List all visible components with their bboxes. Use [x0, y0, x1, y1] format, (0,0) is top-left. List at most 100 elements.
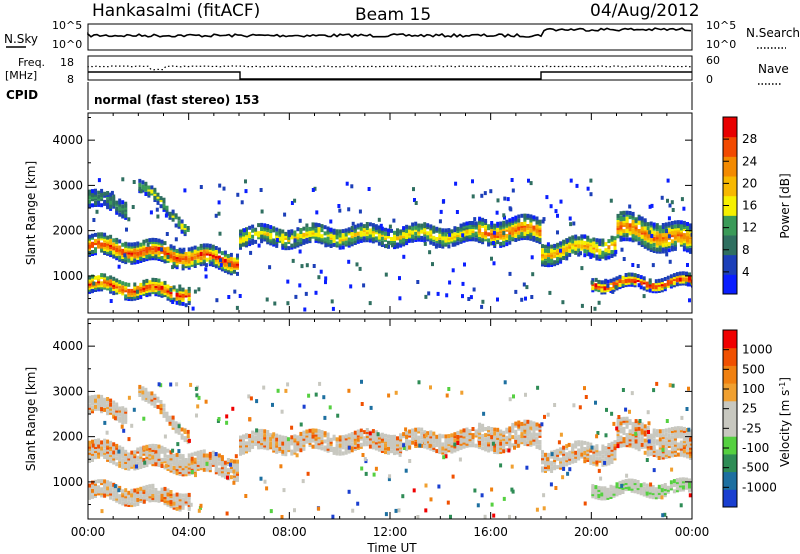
- velocity-cell: [586, 445, 590, 450]
- velocity-cell: [606, 487, 610, 492]
- power-cell: [606, 283, 610, 288]
- power-cell: [323, 231, 327, 236]
- velocity-cell: [549, 482, 553, 487]
- velocity-cell: [178, 501, 182, 506]
- velocity-cell: [272, 440, 276, 445]
- power-cell: [625, 220, 629, 225]
- power-cell: [462, 230, 466, 235]
- velocity-cell: [667, 437, 671, 442]
- velocity-cell: [444, 434, 448, 439]
- power-cell: [481, 299, 485, 304]
- power-cell: [236, 259, 239, 264]
- power-cell: [462, 236, 466, 241]
- power-cell: [281, 233, 285, 238]
- velocity-cell: [166, 458, 170, 463]
- velocity-cell: [681, 485, 685, 490]
- power-cell: [622, 257, 626, 261]
- velocity-cell: [474, 443, 478, 448]
- power-cell: [685, 277, 688, 282]
- velocity-cell: [162, 411, 166, 416]
- velocity-cell: [590, 445, 594, 450]
- velocity-cell: [649, 445, 653, 450]
- power-cell: [628, 215, 632, 220]
- velocity-cell: [335, 437, 339, 442]
- velocity-cell: [220, 461, 224, 466]
- power-cell: [450, 229, 454, 234]
- power-cell: [362, 283, 366, 288]
- velocity-cell: [553, 464, 557, 469]
- power-cell: [95, 209, 99, 214]
- power-cell: [112, 283, 116, 287]
- velocity-cell: [609, 493, 613, 497]
- velocity-cell: [290, 435, 294, 440]
- power-cell: [166, 294, 170, 299]
- velocity-cell: [175, 500, 179, 505]
- power-cell: [291, 258, 295, 263]
- power-cell: [148, 238, 152, 243]
- power-cell: [275, 238, 279, 242]
- velocity-cell: [562, 466, 566, 471]
- velocity-cell: [257, 435, 261, 440]
- velocity-cell: [544, 452, 547, 457]
- velocity-cell: [100, 394, 104, 399]
- velocity-cell: [559, 465, 563, 470]
- power-cell: [646, 228, 650, 233]
- power-cell: [633, 277, 637, 282]
- velocity-cell: [384, 437, 387, 442]
- power-cell: [580, 246, 584, 251]
- velocity-cell: [390, 449, 393, 454]
- power-cell: [184, 262, 188, 267]
- velocity-cell: [595, 448, 599, 453]
- power-cell: [164, 213, 168, 218]
- velocity-cell: [364, 471, 368, 476]
- velocity-cell: [281, 441, 285, 446]
- power-cell: [535, 236, 539, 241]
- power-cell: [257, 223, 261, 228]
- velocity-cell: [647, 439, 651, 444]
- velocity-cell: [248, 433, 252, 438]
- velocity-cell: [293, 434, 297, 439]
- velocity-cell: [429, 446, 433, 451]
- velocity-cell: [544, 460, 547, 465]
- power-cell: [313, 186, 317, 191]
- velocity-cell: [172, 501, 176, 506]
- power-cell: [577, 242, 581, 247]
- power-cell: [133, 282, 137, 287]
- velocity-cell: [387, 450, 390, 455]
- power-cell: [214, 258, 218, 263]
- power-cell: [293, 198, 297, 203]
- power-cell: [597, 282, 601, 286]
- power-cell: [667, 227, 671, 232]
- velocity-cell: [162, 407, 166, 412]
- velocity-cell: [371, 443, 375, 448]
- velocity-cell: [648, 486, 652, 491]
- velocity-cell: [643, 430, 647, 435]
- velocity-cell: [193, 470, 197, 474]
- velocity-cell: [130, 462, 134, 467]
- power-cell: [471, 221, 475, 225]
- velocity-cell: [135, 464, 138, 469]
- power-cell: [112, 291, 116, 296]
- power-cell: [544, 248, 547, 253]
- power-cell: [682, 233, 686, 238]
- station-title: Hankasalmi (fitACF): [92, 1, 260, 21]
- velocity-cell: [640, 432, 644, 437]
- velocity-cell: [335, 447, 339, 452]
- power-cell: [640, 226, 644, 231]
- power-cell: [88, 240, 91, 245]
- velocity-cell: [317, 429, 321, 434]
- velocity-cell: [121, 406, 125, 411]
- velocity-cell: [115, 492, 119, 497]
- velocity-cell: [532, 421, 536, 426]
- power-cell: [508, 206, 512, 211]
- velocity-cell: [589, 454, 593, 459]
- velocity-cell: [118, 459, 122, 464]
- power-cell: [591, 278, 595, 283]
- power-cell: [162, 199, 166, 204]
- power-cell: [268, 265, 272, 270]
- power-cell: [664, 246, 668, 251]
- power-cell: [417, 229, 421, 234]
- velocity-cell: [290, 437, 294, 442]
- power-cell: [362, 232, 366, 237]
- power-cell: [162, 205, 166, 210]
